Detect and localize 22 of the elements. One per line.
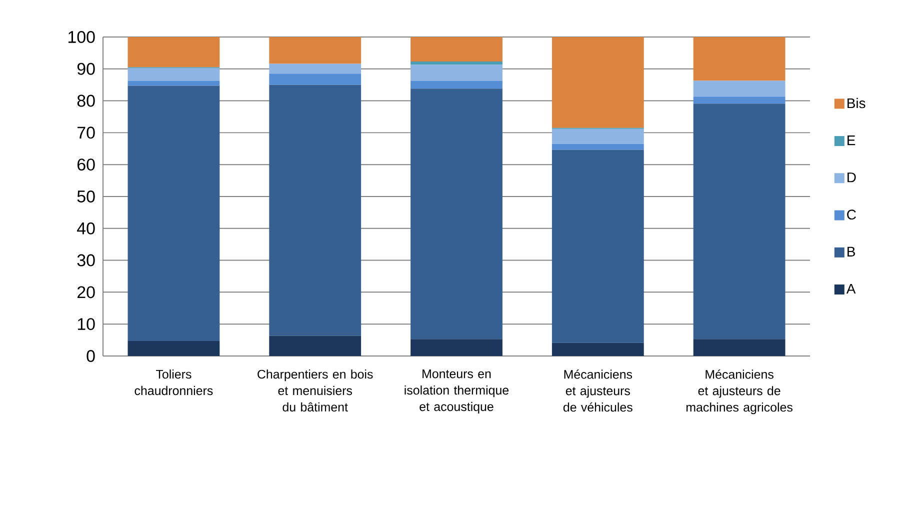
legend-label: B [848, 246, 855, 256]
y-tick-label: 100 [68, 30, 95, 43]
legend-label: Bis [848, 98, 866, 108]
x-tick-label: Toliers chaudronniers [134, 370, 213, 396]
legend-label: E [848, 136, 856, 146]
y-tick-label: 70 [78, 126, 95, 139]
y-tick-label: 50 [77, 190, 95, 202]
x-tick-label: Charpentiers en bois et menuisiers du bâtiment [258, 370, 373, 412]
y-tick-label: 60 [78, 158, 95, 171]
y-tick-label: 0 [86, 350, 95, 362]
legend-label: A [846, 284, 856, 294]
x-tick-label: Mécaniciens et ajusteurs de véhicules [563, 370, 632, 412]
legend-label: C [847, 210, 856, 220]
x-tick-label: Monteurs en isolation thermique et acoustique [404, 370, 509, 414]
y-tick-label: 10 [78, 318, 95, 330]
y-tick-label: 90 [77, 62, 95, 75]
x-tick-label: Mécaniciens et ajusteurs de machines agricoles [686, 370, 792, 414]
y-tick-label: 40 [77, 222, 95, 234]
y-tick-label: 80 [77, 94, 95, 107]
legend-label: D [848, 172, 856, 182]
y-tick-label: 20 [78, 286, 95, 298]
y-tick-label: 30 [77, 254, 95, 266]
